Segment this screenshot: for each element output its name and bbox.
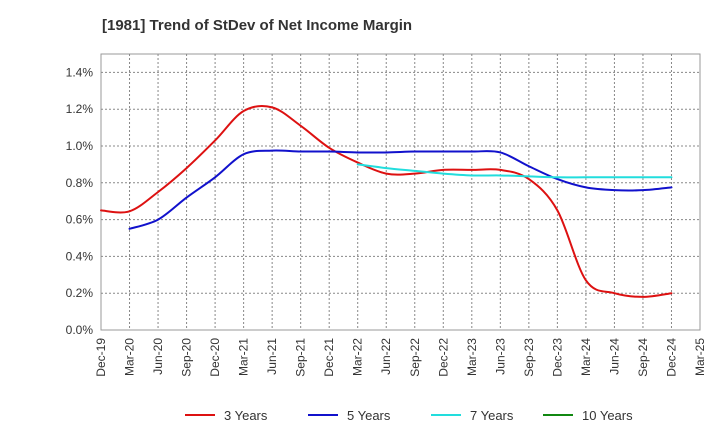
x-tick-label: Mar-22 [351, 338, 365, 376]
x-tick-label: Jun-20 [151, 338, 165, 375]
x-tick-label: Dec-21 [322, 338, 336, 377]
y-tick-label: 0.0% [66, 323, 94, 337]
y-tick-label: 1.4% [66, 65, 94, 79]
plot-area [100, 53, 701, 331]
x-tick-label: Dec-22 [436, 338, 450, 377]
x-tick-label: Jun-22 [379, 338, 393, 375]
x-tick-label: Sep-21 [294, 338, 308, 377]
y-tick-label: 1.2% [66, 102, 94, 116]
legend-label-3: 10 Years [582, 408, 633, 423]
x-tick-label: Dec-23 [550, 338, 564, 377]
y-tick-label: 0.4% [66, 249, 94, 263]
x-tick-label: Dec-20 [208, 338, 222, 377]
series-line-0 [100, 104, 673, 298]
x-tick-label: Sep-23 [522, 338, 536, 377]
x-tick-label: Sep-24 [636, 338, 650, 377]
x-tick-label: Jun-23 [493, 338, 507, 375]
y-tick-label: 0.2% [66, 286, 94, 300]
legend-label-2: 7 Years [470, 408, 514, 423]
x-tick-label: Mar-21 [237, 338, 251, 376]
x-tick-label: Sep-20 [180, 338, 194, 377]
x-tick-label: Mar-25 [693, 338, 707, 376]
x-tick-label: Dec-24 [664, 338, 678, 377]
x-tick-label: Mar-20 [123, 338, 137, 376]
series-line-2 [356, 163, 673, 179]
x-tick-label: Mar-24 [579, 338, 593, 376]
y-tick-label: 0.8% [66, 176, 94, 190]
y-tick-label: 1.0% [66, 139, 94, 153]
x-tick-label: Jun-21 [265, 338, 279, 375]
x-tick-label: Jun-24 [607, 338, 621, 375]
x-tick-label: Sep-22 [408, 338, 422, 377]
legend-label-1: 5 Years [347, 408, 391, 423]
series-line-1 [128, 149, 673, 230]
chart-title: [1981] Trend of StDev of Net Income Marg… [102, 17, 412, 34]
x-tick-label: Dec-19 [94, 338, 108, 377]
x-tick-label: Mar-23 [465, 338, 479, 376]
legend-label-0: 3 Years [224, 408, 268, 423]
y-tick-label: 0.6% [66, 213, 94, 227]
